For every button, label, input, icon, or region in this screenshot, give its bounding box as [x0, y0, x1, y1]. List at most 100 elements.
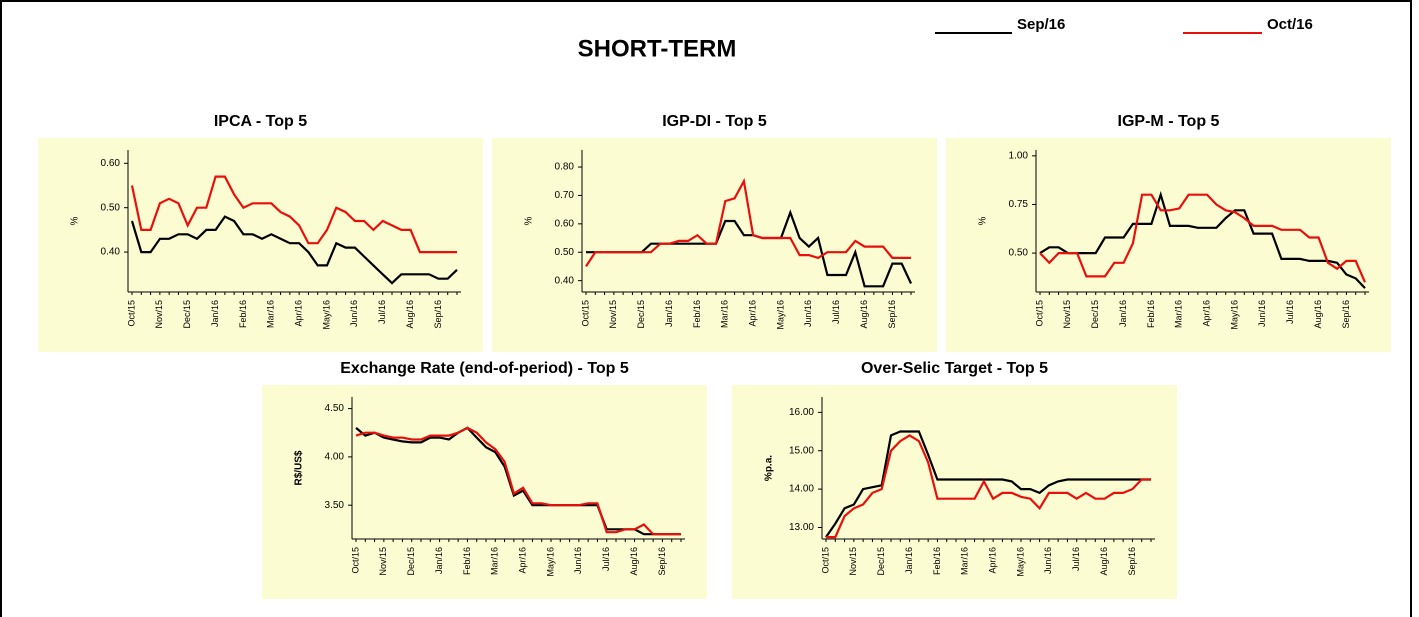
x-tick-label: Oct/15 — [350, 547, 360, 574]
x-tick-label: Apr/16 — [748, 300, 758, 327]
x-tick-label: Jan/16 — [434, 547, 444, 574]
series-line — [130, 215, 458, 285]
x-tick-label: Feb/16 — [1146, 300, 1156, 328]
series-line — [585, 177, 911, 268]
y-tick-label: 0.40 — [555, 275, 575, 286]
x-tick-label: Oct/15 — [1034, 300, 1044, 327]
chart-title: Exchange Rate (end-of-period) - Top 5 — [340, 360, 629, 377]
x-tick-label: Jan/16 — [210, 300, 220, 327]
x-tick-label: Sep/16 — [1127, 547, 1137, 576]
series-line — [1039, 193, 1367, 283]
x-tick-label: Jul/16 — [1071, 547, 1081, 571]
series-line — [826, 434, 1151, 539]
y-tick-label: 4.00 — [325, 452, 345, 463]
x-tick-label: Nov/15 — [378, 547, 388, 576]
x-tick-label: Nov/15 — [1062, 300, 1072, 329]
x-tick-label: Jun/16 — [349, 300, 359, 327]
x-tick-label: May/16 — [321, 300, 331, 330]
x-tick-label: Apr/16 — [1202, 300, 1212, 327]
series-line — [355, 426, 681, 536]
y-tick-label: 0.60 — [555, 218, 575, 229]
y-tick-label: 14.00 — [789, 484, 814, 495]
y-tick-label: 0.80 — [555, 162, 575, 173]
chart-title: IPCA - Top 5 — [214, 113, 307, 130]
y-axis-label: R$/US$ — [294, 450, 305, 485]
x-tick-label: Mar/16 — [1174, 300, 1184, 328]
panel — [732, 385, 1177, 599]
y-tick-label: 0.40 — [101, 247, 121, 258]
x-tick-label: Feb/16 — [462, 547, 472, 575]
x-tick-label: Mar/16 — [490, 547, 500, 575]
x-tick-label: Apr/16 — [518, 547, 528, 574]
x-tick-label: Mar/16 — [266, 300, 276, 328]
chart-title: IGP-DI - Top 5 — [662, 113, 767, 130]
y-axis-label: %p.a. — [764, 455, 775, 481]
legend-label: Oct/16 — [1267, 16, 1313, 33]
x-tick-label: Sep/16 — [887, 300, 897, 329]
x-tick-label: Feb/16 — [932, 547, 942, 575]
x-tick-label: Oct/15 — [126, 300, 136, 327]
x-tick-label: Dec/15 — [182, 300, 192, 329]
x-tick-label: Nov/15 — [848, 547, 858, 576]
x-tick-label: Aug/16 — [859, 300, 869, 329]
x-tick-label: Sep/16 — [433, 300, 443, 329]
y-tick-label: 13.00 — [789, 522, 814, 533]
y-tick-label: 0.50 — [101, 202, 121, 213]
x-tick-label: Apr/16 — [294, 300, 304, 327]
x-tick-label: Oct/15 — [820, 547, 830, 574]
x-tick-label: Dec/15 — [876, 547, 886, 576]
y-tick-label: 0.70 — [555, 190, 575, 201]
x-tick-label: May/16 — [775, 300, 785, 330]
x-tick-label: Dec/15 — [636, 300, 646, 329]
x-tick-label: Jan/16 — [904, 547, 914, 574]
x-tick-label: Jun/16 — [1257, 300, 1267, 327]
x-tick-label: May/16 — [1229, 300, 1239, 330]
x-tick-label: Jun/16 — [803, 300, 813, 327]
x-tick-label: Nov/15 — [154, 300, 164, 329]
x-tick-label: Aug/16 — [1313, 300, 1323, 329]
x-tick-label: Sep/16 — [657, 547, 667, 576]
x-tick-label: Mar/16 — [720, 300, 730, 328]
series-line — [825, 430, 1151, 538]
legend-label: Sep/16 — [1017, 16, 1065, 33]
x-tick-label: Mar/16 — [960, 547, 970, 575]
series-line — [1039, 190, 1366, 289]
x-tick-label: Apr/16 — [988, 547, 998, 574]
panel — [38, 138, 483, 352]
chart-title: IGP-M - Top 5 — [1118, 113, 1220, 130]
x-tick-label: May/16 — [545, 547, 555, 577]
x-tick-label: Dec/15 — [1090, 300, 1100, 329]
y-tick-label: 0.75 — [1009, 199, 1029, 210]
y-tick-label: 0.50 — [1009, 248, 1029, 259]
y-axis-label: % — [524, 216, 535, 225]
x-tick-label: Oct/15 — [580, 300, 590, 327]
x-tick-label: Aug/16 — [629, 547, 639, 576]
x-tick-label: Feb/16 — [238, 300, 248, 328]
y-tick-label: 0.60 — [101, 158, 121, 169]
y-tick-label: 1.00 — [1009, 150, 1029, 161]
x-tick-label: Jul/16 — [831, 300, 841, 324]
x-tick-label: Nov/15 — [608, 300, 618, 329]
x-tick-label: Aug/16 — [405, 300, 415, 329]
y-axis-label: % — [70, 216, 81, 225]
chart-title: Over-Selic Target - Top 5 — [861, 360, 1048, 377]
panel — [946, 138, 1391, 352]
x-tick-label: Jun/16 — [573, 547, 583, 574]
main-title: SHORT-TERM — [578, 35, 737, 62]
y-tick-label: 16.00 — [789, 407, 814, 418]
x-tick-label: Dec/15 — [406, 547, 416, 576]
x-tick-label: Sep/16 — [1341, 300, 1351, 329]
x-tick-label: Feb/16 — [692, 300, 702, 328]
series-line — [130, 175, 457, 254]
y-tick-label: 4.50 — [325, 403, 345, 414]
x-tick-label: Jan/16 — [1118, 300, 1128, 327]
y-tick-label: 0.50 — [555, 247, 575, 258]
y-axis-label: % — [978, 216, 989, 225]
x-tick-label: Jan/16 — [664, 300, 674, 327]
x-tick-label: Jul/16 — [1285, 300, 1295, 324]
x-tick-label: Jul/16 — [601, 547, 611, 571]
x-tick-label: Jul/16 — [377, 300, 387, 324]
x-tick-label: Aug/16 — [1099, 547, 1109, 576]
x-tick-label: May/16 — [1015, 547, 1025, 577]
